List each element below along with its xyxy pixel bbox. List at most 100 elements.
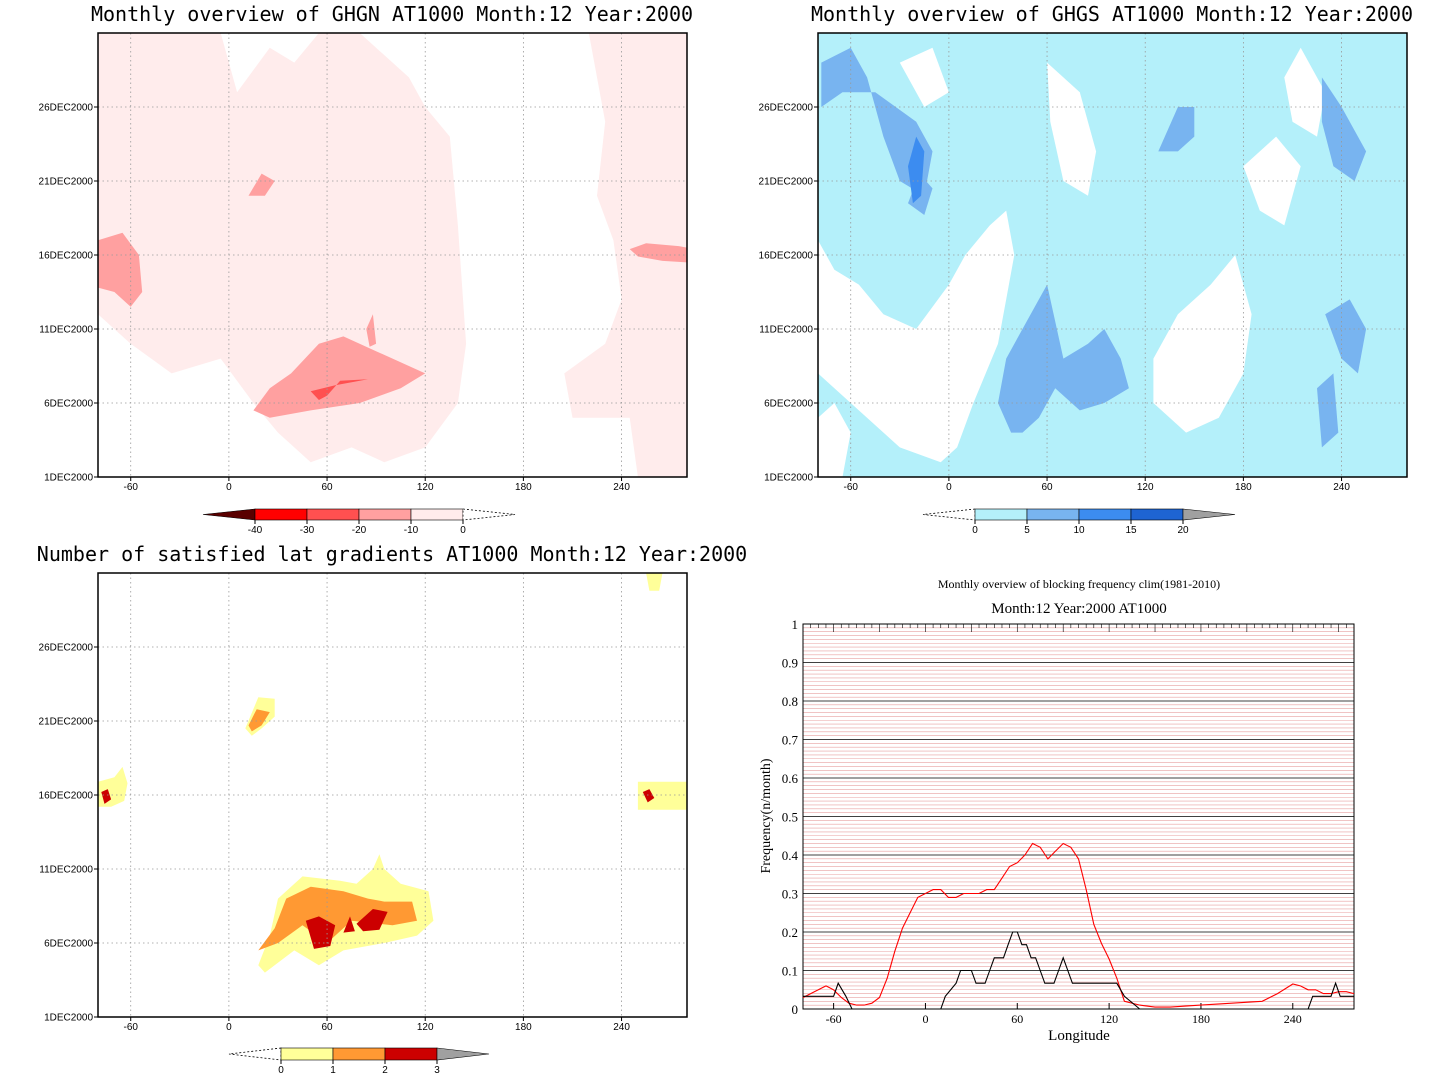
frequency-ylabel: Frequency(n/month): [759, 758, 774, 873]
contour-region-15: [908, 136, 925, 204]
colorbar-swatch-3: [410, 508, 464, 521]
grid-lines: [98, 573, 687, 1017]
x-tick-label-5: 240: [1333, 482, 1350, 493]
colorbar-low-arrow: [202, 508, 256, 521]
colorbar-label-0: 0: [278, 1065, 284, 1076]
contour-region-8: [642, 789, 655, 803]
lat-gradients-title: Number of satisfied lat gradients AT1000…: [37, 542, 747, 566]
colorbar-label-2: 10: [1073, 525, 1085, 536]
y-tick-label-0: 1DEC2000: [44, 473, 93, 484]
contour-region-2: [98, 232, 143, 307]
lat-gradients-panel: -60 0 60 120 180 240 1DEC2000 6DEC2000 11DEC2000…: [39, 572, 688, 1033]
contour-region-13: [1325, 299, 1367, 374]
x-tick-label-2: 60: [1011, 1012, 1023, 1026]
major-grid: [803, 662, 1354, 971]
ghgn-colorbar: -40 -30 -20 -10 0: [202, 508, 516, 536]
x-tick-label-5: 240: [1284, 1012, 1302, 1026]
plot-frame: [802, 623, 1355, 1010]
y-tick-label-2: 11DEC2000: [39, 325, 93, 336]
x-tick-label-0: -60: [826, 1012, 842, 1026]
colorbar-high-arrow: [436, 1047, 490, 1061]
colorbar-swatch-2: [358, 508, 412, 521]
y-tick-label-1: 6DEC2000: [44, 399, 93, 410]
colorbar-swatch-2: [1078, 508, 1132, 521]
ghgs-panel: -60 0 60 120 180 240 1DEC2000 6DEC2000 11DEC2000…: [759, 32, 1408, 493]
contour-region-3: [1047, 62, 1097, 196]
y-tick-label-4: 0.4: [782, 848, 799, 863]
x-tick-label-3: 120: [1137, 482, 1154, 493]
y-tick-label-0: 1DEC2000: [764, 473, 813, 484]
colorbar-swatch-1: [306, 508, 360, 521]
contour-region-7: [818, 403, 851, 477]
y-tick-label-9: 0.9: [782, 656, 798, 671]
x-tick-label-3: 120: [417, 1022, 434, 1033]
contour-region-6: [258, 886, 417, 951]
grid-lines: [818, 33, 1407, 477]
contour-region-5: [1284, 47, 1326, 137]
frequency-title: Monthly overview of blocking frequency c…: [938, 577, 1220, 591]
colorbar-low-arrow: [922, 508, 976, 521]
colorbar-high-arrow: [462, 508, 516, 521]
colorbar-label-3: -10: [404, 525, 419, 536]
colorbar-label-2: -20: [352, 525, 367, 536]
x-tick-label-4: 180: [515, 482, 532, 493]
grid-lines: [98, 33, 687, 477]
colorbar-label-0: -40: [248, 525, 263, 536]
contour-region-2: [899, 47, 949, 107]
ghgs-title: Monthly overview of GHGS AT1000 Month:12…: [811, 2, 1413, 26]
colorbar-label-1: -30: [300, 525, 315, 536]
contour-region-7: [101, 789, 112, 804]
ghgs-colorbar: 0 5 10 15 20: [922, 508, 1236, 536]
colorbar-swatch-0: [974, 508, 1028, 521]
minor-grid: [803, 627, 1354, 1006]
contour-region-6: [366, 314, 377, 347]
contour-region-4: [253, 336, 426, 418]
top-ticks: [802, 624, 1355, 632]
y-tick-label-2: 0.2: [782, 925, 798, 940]
y-tick-label-8: 0.8: [782, 694, 798, 709]
contour-fills: [98, 573, 687, 973]
y-tick-label-4: 21DEC2000: [759, 177, 814, 188]
y-tick-label-5: 26DEC2000: [759, 103, 814, 114]
x-tick-label-1: 0: [226, 1022, 232, 1033]
contour-region-12: [1321, 77, 1367, 181]
y-tick-label-3: 0.3: [782, 887, 798, 902]
contour-region-2: [646, 573, 663, 591]
x-tick-label-1: 0: [226, 482, 232, 493]
x-tick-label-0: -60: [843, 482, 858, 493]
y-tick-label-2: 11DEC2000: [759, 325, 813, 336]
colorbar-swatch-0: [254, 508, 308, 521]
colorbar-high-arrow: [1182, 508, 1236, 521]
y-tick-label-5: 26DEC2000: [39, 103, 94, 114]
colorbar-swatch-0: [280, 1047, 334, 1061]
x-tick-label-4: 180: [515, 1022, 532, 1033]
contour-region-10: [998, 284, 1129, 433]
colorbar-label-4: 0: [460, 525, 466, 536]
x-tick-label-4: 180: [1235, 482, 1252, 493]
x-tick-label-2: 60: [1041, 482, 1053, 493]
contour-region-1: [818, 210, 1015, 463]
contour-region-14: [1317, 373, 1339, 448]
x-tick-label-0: -60: [123, 1022, 138, 1033]
colorbar-swatch-3: [1130, 508, 1184, 521]
contour-region-5: [248, 173, 275, 196]
contour-fills: [98, 33, 687, 477]
y-tick-label-3: 16DEC2000: [759, 251, 814, 262]
colorbar-label-0: 0: [972, 525, 978, 536]
y-tick-label-6: 0.6: [782, 771, 799, 786]
contour-region-11: [1158, 107, 1195, 152]
colorbar-label-3: 3: [434, 1065, 440, 1076]
y-tick-label-5: 0.5: [782, 810, 798, 825]
contour-region-9: [305, 916, 336, 949]
x-tick-label-2: 60: [321, 482, 333, 493]
frequency-panel: -60 0 60 120 180 240 0 0.1 0.2 0.3 0.4 0.5 0.6 0.7 0.8…: [782, 617, 1355, 1026]
y-tick-label-1: 6DEC2000: [44, 939, 93, 950]
contour-region-11: [343, 916, 355, 933]
x-tick-label-1: 0: [946, 482, 952, 493]
contour-fills: [818, 33, 1407, 477]
colorbar-label-4: 20: [1177, 525, 1189, 536]
y-tick-label-1: 6DEC2000: [764, 399, 813, 410]
contour-region-5: [248, 709, 270, 732]
colorbar-swatch-1: [332, 1047, 386, 1061]
